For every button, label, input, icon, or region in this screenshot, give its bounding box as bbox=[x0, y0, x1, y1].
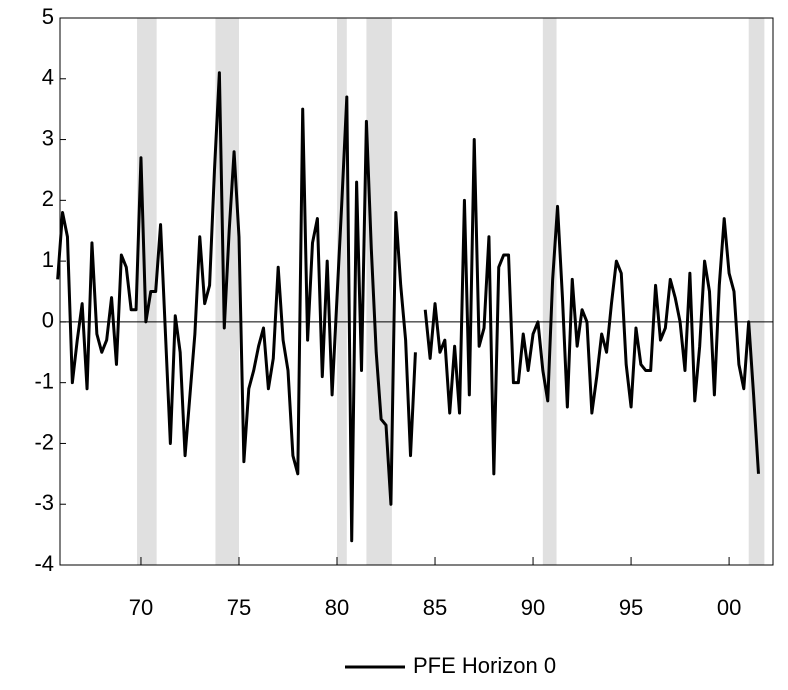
data-line bbox=[56, 71, 760, 543]
y-tick-label: 1 bbox=[42, 247, 54, 272]
y-tick-label: -4 bbox=[34, 551, 54, 576]
y-tick-label: 4 bbox=[42, 65, 54, 90]
shaded-region bbox=[542, 18, 557, 565]
shaded-region bbox=[366, 18, 392, 565]
y-tick-label: 2 bbox=[42, 186, 54, 211]
x-tick-label: 95 bbox=[619, 595, 643, 620]
legend-label: PFE Horizon 0 bbox=[413, 653, 556, 678]
x-tick-label: 75 bbox=[227, 595, 251, 620]
x-tick-label: 00 bbox=[717, 595, 741, 620]
y-tick-label: -1 bbox=[34, 368, 54, 393]
x-tick-label: 70 bbox=[129, 595, 153, 620]
y-tick-label: -3 bbox=[34, 490, 54, 515]
y-tick-label: 0 bbox=[42, 308, 54, 333]
y-tick-label: 3 bbox=[42, 125, 54, 150]
x-tick-label: 90 bbox=[521, 595, 545, 620]
shaded-region bbox=[137, 18, 157, 565]
x-tick-label: 80 bbox=[325, 595, 349, 620]
shaded-region bbox=[337, 18, 347, 565]
plot-frame bbox=[59, 17, 774, 566]
x-tick-label: 85 bbox=[423, 595, 447, 620]
y-tick-label: 5 bbox=[42, 4, 54, 29]
y-tick-label: -2 bbox=[34, 429, 54, 454]
shaded-region bbox=[748, 18, 765, 565]
